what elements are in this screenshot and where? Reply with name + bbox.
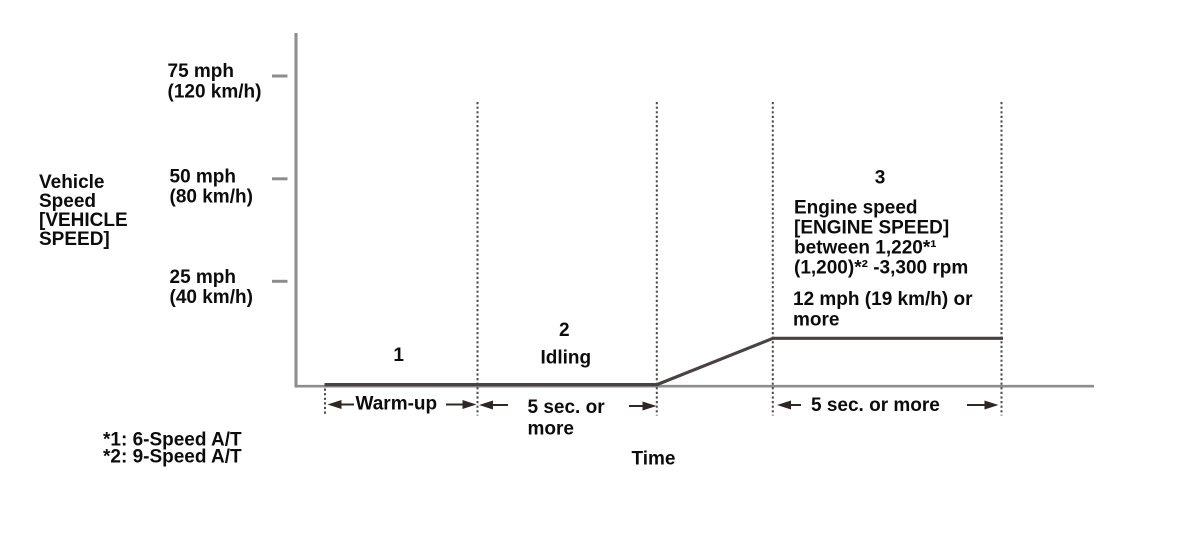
- svg-text:5 sec. or more: 5 sec. or more: [811, 395, 940, 416]
- svg-text:12 mph (19 km/h) or: 12 mph (19 km/h) or: [793, 289, 973, 310]
- svg-text:Vehicle: Vehicle: [39, 172, 105, 193]
- svg-text:Engine speed: Engine speed: [794, 198, 918, 219]
- svg-text:Idling: Idling: [540, 348, 591, 369]
- svg-text:25 mph: 25 mph: [170, 267, 237, 288]
- svg-text:(120 km/h): (120 km/h): [168, 82, 262, 103]
- svg-text:more: more: [528, 419, 574, 440]
- svg-text:more: more: [793, 310, 839, 331]
- svg-text:1: 1: [393, 345, 404, 366]
- svg-text:5 sec. or: 5 sec. or: [528, 397, 606, 418]
- svg-text:(1,200)*² -3,300 rpm: (1,200)*² -3,300 rpm: [794, 258, 968, 279]
- svg-text:*2: 9-Speed A/T: *2: 9-Speed A/T: [103, 447, 242, 468]
- svg-text:50 mph: 50 mph: [170, 166, 237, 187]
- svg-text:SPEED]: SPEED]: [39, 229, 110, 250]
- svg-text:Time: Time: [632, 449, 676, 470]
- svg-text:75 mph: 75 mph: [168, 61, 235, 82]
- svg-text:Speed: Speed: [39, 191, 96, 212]
- svg-text:between 1,220*¹: between 1,220*¹: [794, 238, 937, 259]
- svg-text:2: 2: [559, 320, 570, 341]
- svg-text:*1: 6-Speed A/T: *1: 6-Speed A/T: [103, 430, 242, 451]
- svg-text:[ENGINE SPEED]: [ENGINE SPEED]: [794, 218, 949, 239]
- svg-text:Warm-up: Warm-up: [356, 394, 438, 415]
- svg-text:3: 3: [875, 168, 886, 189]
- svg-text:[VEHICLE: [VEHICLE: [39, 210, 128, 231]
- svg-text:(80 km/h): (80 km/h): [170, 187, 253, 208]
- svg-text:(40 km/h): (40 km/h): [170, 287, 253, 308]
